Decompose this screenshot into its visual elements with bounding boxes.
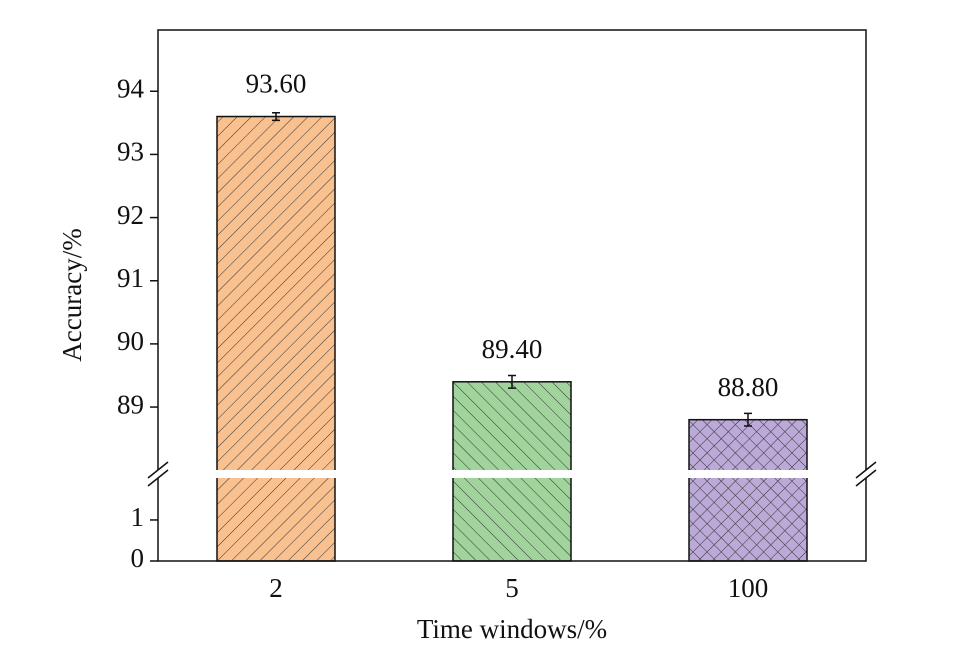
bar-hatch: [688, 418, 808, 562]
axis-break-mark: [147, 469, 169, 487]
axis-break-gap: [148, 470, 876, 478]
plot-frame: [157, 29, 867, 562]
x-tick-label: 5: [505, 573, 519, 603]
y-tick-label: 91: [117, 263, 144, 293]
axis-break-mark: [147, 461, 169, 479]
y-tick-label: 93: [117, 137, 144, 167]
y-tick-label: 94: [117, 73, 145, 103]
x-tick-label: 100: [728, 573, 769, 603]
bar-hatch: [216, 115, 336, 562]
error-bar: [508, 374, 516, 389]
error-bar: [744, 412, 752, 427]
y-tick-label: 92: [117, 200, 144, 230]
x-axis-label: Time windows/%: [417, 614, 607, 644]
y-tick-label: 1: [131, 502, 145, 532]
y-tick-label: 89: [117, 389, 144, 419]
y-tick-label: 0: [131, 543, 145, 573]
error-bar: [272, 111, 280, 122]
axis-break-mark: [855, 461, 877, 479]
x-tick-label: 2: [269, 573, 283, 603]
axis-break-mark: [855, 469, 877, 487]
value-label: 89.40: [482, 334, 543, 364]
value-label: 93.60: [246, 69, 307, 99]
y-axis-label: Accuracy/%: [57, 228, 87, 361]
value-label: 88.80: [718, 372, 779, 402]
y-tick-label: 90: [117, 326, 144, 356]
